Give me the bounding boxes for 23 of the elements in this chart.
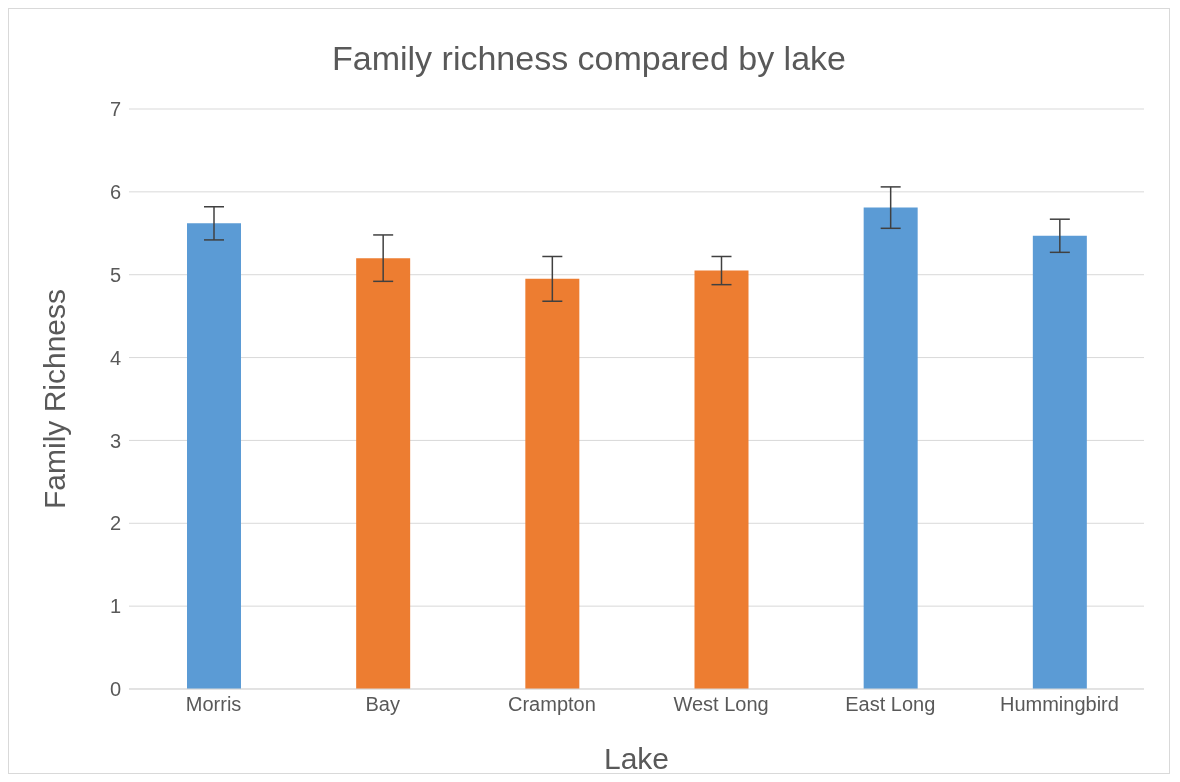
bar (863, 207, 918, 689)
x-tick-label: Hummingbird (999, 693, 1119, 716)
y-tick-label: 7 (109, 98, 121, 121)
chart-title: Family richness compared by lake (331, 38, 847, 79)
y-tick-label: 3 (109, 429, 121, 452)
y-tick-label: 6 (109, 180, 121, 203)
x-tick-label: East Long (845, 693, 936, 716)
x-tick-label: Crampton (508, 693, 596, 716)
x-tick-label: West Long (673, 693, 769, 716)
bar (1032, 235, 1087, 689)
y-tick-label: 2 (109, 512, 121, 535)
bar (356, 258, 411, 689)
y-tick-label: 0 (109, 678, 121, 701)
y-tick-label: 5 (109, 263, 121, 286)
x-axis-title: Lake (603, 742, 670, 775)
x-tick-label: Morris (185, 693, 242, 716)
y-tick-label: 4 (109, 346, 121, 369)
x-tick-label: Bay (365, 693, 400, 716)
y-axis-title: Family Richness (37, 288, 71, 510)
bar (525, 278, 580, 689)
bar (694, 270, 749, 689)
y-tick-label: 1 (109, 595, 121, 618)
bar (187, 223, 241, 689)
